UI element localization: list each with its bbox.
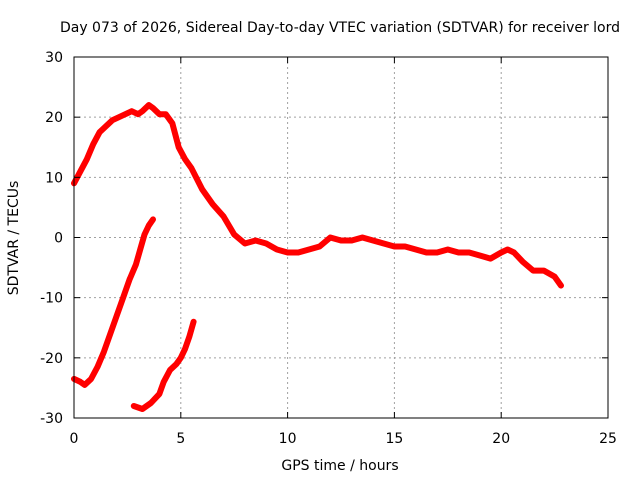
x-tick-label: 15 — [385, 431, 403, 447]
x-tick-label: 10 — [279, 431, 297, 447]
axis-ticks: 0 5 10 15 20 25 -30 -20 -10 0 10 20 30 — [40, 50, 617, 447]
y-tick-label: -10 — [40, 291, 63, 307]
x-axis-label: GPS time / hours — [281, 458, 398, 474]
series-line-segment-3 — [130, 318, 197, 412]
y-tick-label: 0 — [54, 231, 63, 247]
chart-title: Day 073 of 2026, Sidereal Day-to-day VTE… — [60, 20, 620, 36]
series-line-main — [71, 102, 564, 289]
series-line-segment-2 — [71, 216, 156, 388]
y-axis-label: SDTVAR / TECUs — [6, 181, 22, 296]
x-tick-label: 25 — [599, 431, 617, 447]
y-tick-label: 20 — [45, 110, 63, 126]
x-tick-label: 0 — [70, 431, 79, 447]
y-tick-label: 10 — [45, 170, 63, 186]
x-tick-label: 20 — [492, 431, 510, 447]
series-group — [71, 102, 564, 412]
y-tick-label: -30 — [40, 411, 63, 427]
y-tick-label: 30 — [45, 50, 63, 66]
y-tick-label: -20 — [40, 351, 63, 367]
x-tick-label: 5 — [176, 431, 185, 447]
